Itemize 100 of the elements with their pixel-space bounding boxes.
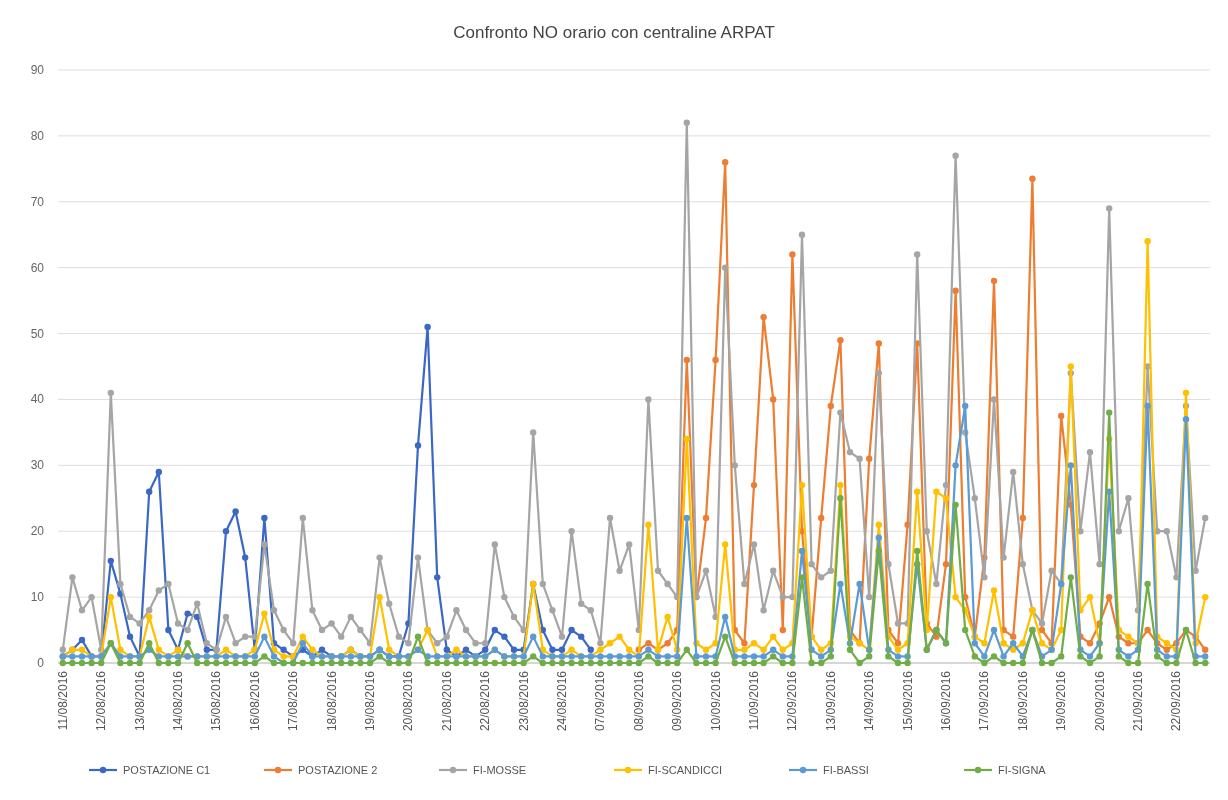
x-tick-label: 15/08/2016 — [209, 670, 224, 732]
x-tick-label: 14/08/2016 — [171, 670, 185, 732]
point — [107, 557, 114, 565]
y-tick-label: 50 — [30, 326, 45, 341]
y-tick-label: 70 — [30, 194, 45, 209]
legend-label: FI-BASSI — [823, 764, 869, 776]
point — [568, 626, 575, 634]
point — [222, 528, 230, 535]
x-tick-label: 14/09/2016 — [862, 670, 877, 732]
point — [242, 554, 249, 561]
point — [712, 356, 719, 364]
x-tick-label: 18/08/2016 — [324, 670, 339, 732]
point — [1058, 412, 1065, 420]
legend-label: POSTAZIONE C1 — [123, 764, 211, 776]
point — [1019, 514, 1026, 522]
point — [510, 646, 518, 654]
point — [482, 646, 489, 654]
x-tick-label: 23/08/2016 — [516, 670, 531, 732]
point — [155, 468, 162, 476]
point — [645, 640, 652, 647]
point — [280, 646, 287, 654]
y-tick-label: 60 — [30, 260, 45, 275]
y-tick-label: 90 — [30, 63, 45, 77]
point — [434, 574, 441, 581]
point — [789, 251, 796, 258]
x-tick-label: 17/08/2016 — [286, 670, 301, 732]
point — [232, 508, 239, 515]
point — [126, 633, 134, 640]
point — [165, 626, 172, 634]
point — [203, 646, 210, 654]
point — [501, 633, 508, 640]
x-tick-label: 08/09/2016 — [631, 670, 646, 732]
point — [875, 340, 882, 347]
x-tick-label: 07/09/2016 — [593, 670, 608, 732]
point — [1163, 646, 1170, 654]
x-tick-label: 13/09/2016 — [823, 670, 838, 732]
legend-label: FI-SCANDICCI — [648, 764, 722, 776]
point — [1038, 626, 1046, 634]
x-tick-label: 20/08/2016 — [401, 670, 416, 732]
point — [549, 646, 556, 654]
point — [1202, 646, 1209, 654]
y-tick-label: 0 — [37, 656, 45, 670]
legend-label: FI-MOSSE — [473, 764, 527, 776]
point — [1144, 626, 1151, 634]
point — [1125, 640, 1132, 647]
point — [741, 640, 748, 647]
x-tick-label: 21/09/2016 — [1131, 670, 1145, 732]
point — [952, 287, 959, 294]
point — [990, 277, 998, 285]
point — [424, 323, 431, 331]
x-tick-label: 24/08/2016 — [555, 670, 569, 732]
point — [558, 646, 566, 654]
point — [261, 514, 268, 522]
point — [664, 640, 671, 647]
x-tick-label: 19/09/2016 — [1054, 670, 1069, 732]
x-tick-label: 12/08/2016 — [94, 670, 109, 732]
y-tick-label: 40 — [30, 392, 45, 407]
y-tick-label: 30 — [30, 458, 45, 473]
x-tick-label: 16/08/2016 — [247, 670, 262, 732]
point — [722, 159, 729, 166]
point — [578, 633, 585, 640]
point — [1010, 633, 1017, 640]
point — [750, 481, 758, 489]
x-tick-label: 12/09/2016 — [785, 670, 800, 732]
x-tick-label: 20/09/2016 — [1092, 670, 1107, 732]
point — [587, 646, 594, 654]
point — [866, 455, 873, 462]
x-tick-label: 16/09/2016 — [939, 670, 953, 732]
point — [779, 626, 786, 634]
x-tick-label: 11/09/2016 — [747, 670, 761, 731]
x-tick-label: 13/08/2016 — [132, 670, 147, 732]
point — [184, 610, 191, 617]
chart-title: Confronto NO orario con centraline ARPAT — [453, 23, 775, 42]
y-tick-label: 10 — [30, 590, 45, 605]
y-tick-label: 80 — [30, 128, 45, 143]
point — [818, 514, 825, 522]
point — [827, 402, 834, 410]
point — [1086, 640, 1094, 647]
point — [837, 336, 844, 344]
point — [443, 646, 450, 654]
point — [1029, 175, 1036, 182]
point — [414, 442, 422, 449]
y-tick-label: 20 — [30, 524, 45, 539]
x-tick-label: 15/09/2016 — [900, 670, 915, 732]
point — [702, 514, 710, 522]
x-tick-label: 21/08/2016 — [439, 670, 454, 732]
point — [942, 560, 950, 568]
x-tick-label: 22/08/2016 — [478, 670, 493, 732]
x-tick-label: 18/09/2016 — [1015, 670, 1030, 732]
x-tick-label: 17/09/2016 — [977, 670, 992, 732]
point — [770, 396, 777, 403]
legend-label: POSTAZIONE 2 — [298, 764, 378, 776]
x-tick-label: 22/09/2016 — [1169, 670, 1184, 732]
x-tick-label: 19/08/2016 — [363, 670, 377, 732]
point — [491, 626, 498, 634]
point — [146, 488, 153, 495]
point — [760, 313, 767, 321]
x-tick-label: 10/09/2016 — [708, 670, 723, 732]
point — [318, 646, 326, 654]
x-tick-label: 09/09/2016 — [670, 670, 685, 732]
